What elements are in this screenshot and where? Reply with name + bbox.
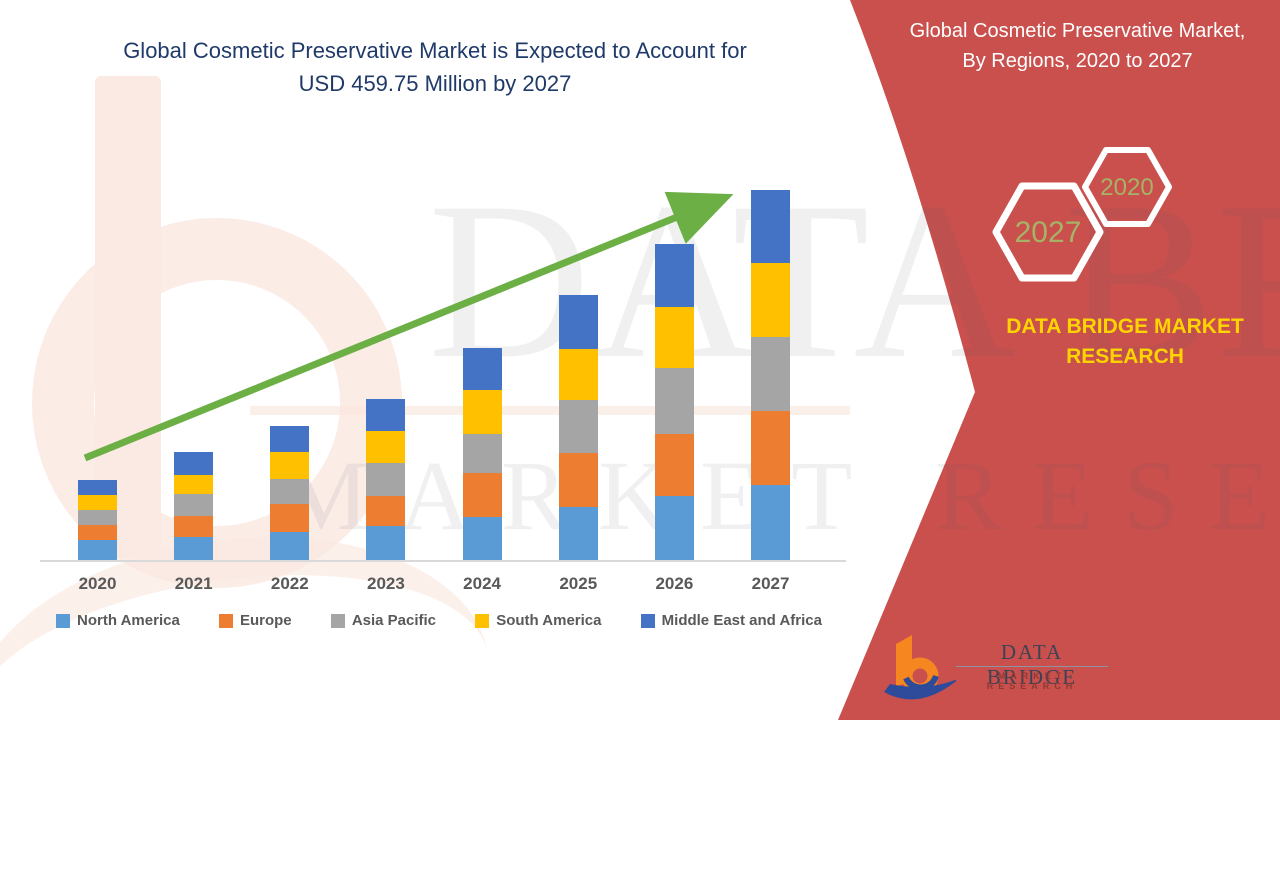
legend-item: South America [475, 612, 602, 629]
side-panel-title-line2: By Regions, 2020 to 2027 [962, 50, 1193, 72]
logo-subtitle: MARKET RESEARCH [986, 671, 1078, 691]
bar-segment [462, 390, 502, 434]
legend-swatch [640, 613, 655, 628]
watermark-band [250, 406, 850, 415]
bar-2027 [751, 190, 791, 560]
legend: North America Europe Asia Pacific South Ame… [56, 612, 822, 629]
legend-item: North America [56, 612, 180, 629]
bar-segment [366, 399, 406, 432]
hexagon-2020-shape [1082, 147, 1172, 227]
chart-title: Global Cosmetic Preservative Market is E… [80, 34, 790, 100]
bar-segment [78, 494, 117, 511]
legend-swatch [475, 613, 490, 628]
legend-label: Middle East and Africa [661, 612, 822, 629]
bar-segment [654, 495, 694, 560]
bar-2026 [654, 243, 694, 560]
legend-swatch [330, 613, 345, 628]
side-panel-title: Global Cosmetic Preservative Market, By … [875, 16, 1280, 76]
legend-item: Europe [218, 612, 292, 629]
legend-label: Europe [239, 612, 292, 629]
bar-segment [462, 473, 502, 518]
bar-2023 [366, 399, 406, 560]
brand-wordmark: DATA BRIDGE MARKET RESEARCH [985, 312, 1265, 372]
legend-swatch [56, 613, 70, 628]
bar-segment [751, 411, 791, 486]
x-axis-label: 2027 [751, 574, 790, 593]
bar-segment [78, 525, 117, 540]
legend-label: South America [496, 612, 602, 629]
bar-segment [462, 517, 502, 560]
bar-segment [270, 478, 310, 505]
bar-segment [751, 337, 791, 412]
bar-2021 [174, 452, 214, 560]
bar-segment [462, 348, 502, 391]
hexagon-2027-shape [992, 182, 1104, 282]
company-logo: DATA BRIDGE MARKET RESEARCH [880, 628, 1120, 708]
bar-2022 [270, 425, 310, 560]
bar-segment [751, 485, 791, 560]
bar-segment [462, 433, 502, 474]
x-axis-label: 2026 [655, 574, 694, 593]
legend-swatch [218, 613, 233, 628]
x-axis-line [40, 560, 846, 562]
bar-segment [174, 536, 214, 560]
bar-segment [366, 463, 406, 497]
bar-segment [366, 496, 406, 527]
hexagon-2027-label: 2027 [1015, 216, 1082, 249]
bar-segment [654, 368, 694, 434]
trend-arrow-icon [83, 191, 734, 462]
stacked-bar-chart: 2020 2021 2022 2023 2024 2025 2026 2027 [40, 150, 850, 610]
bar-segment [78, 510, 117, 526]
bar-segment [270, 504, 310, 532]
hexagon-2020-label: 2020 [1100, 174, 1153, 201]
side-panel-title-line1: Global Cosmetic Preservative Market, [909, 20, 1246, 42]
legend-label: Asia Pacific [351, 612, 437, 629]
bar-segment [558, 506, 598, 560]
bar-segment [654, 243, 694, 307]
x-axis-label: 2023 [367, 574, 405, 593]
bar-segment [654, 306, 694, 369]
bar-segment [78, 479, 117, 495]
bar-segment [751, 190, 791, 263]
x-axis-label: 2024 [463, 574, 501, 593]
year-hexagons: 2020 2027 [992, 147, 1172, 282]
brand-line2: RESEARCH [1066, 345, 1184, 368]
bar-2025 [558, 295, 598, 560]
bar-segment [558, 349, 598, 400]
brand-line1: DATA BRIDGE MARKET [1006, 315, 1244, 338]
legend-item: Asia Pacific [330, 612, 437, 629]
bar-segment [174, 515, 214, 537]
bar-2024 [462, 348, 502, 560]
side-panel-background [838, 0, 1280, 720]
bar-segment [366, 431, 406, 464]
bar-segment [174, 474, 214, 495]
bar-segment [558, 452, 598, 507]
bar-segment [366, 526, 406, 560]
bar-segment [270, 531, 310, 560]
bar-segment [270, 425, 310, 453]
logo-divider [956, 666, 1108, 667]
x-axis-label: 2020 [78, 574, 117, 593]
bar-segment [78, 539, 117, 560]
bar-segment [654, 433, 694, 496]
bar-segment [751, 262, 791, 338]
logo-name: DATA BRIDGE [986, 640, 1078, 689]
legend-item: Middle East and Africa [640, 612, 822, 629]
x-axis-label: 2022 [270, 574, 309, 593]
bar-segment [174, 452, 214, 475]
chart-title-line2: USD 459.75 Million by 2027 [298, 71, 572, 96]
bar-2020 [78, 479, 117, 560]
chart-title-line1: Global Cosmetic Preservative Market is E… [123, 38, 747, 63]
logo-b-icon [884, 635, 960, 700]
bar-segment [174, 494, 214, 516]
x-axis-label: 2021 [174, 574, 213, 593]
bar-segment [270, 452, 310, 479]
bar-segment [558, 399, 598, 453]
x-axis-label: 2025 [559, 574, 598, 593]
legend-label: North America [77, 612, 180, 629]
bar-segment [558, 295, 598, 350]
